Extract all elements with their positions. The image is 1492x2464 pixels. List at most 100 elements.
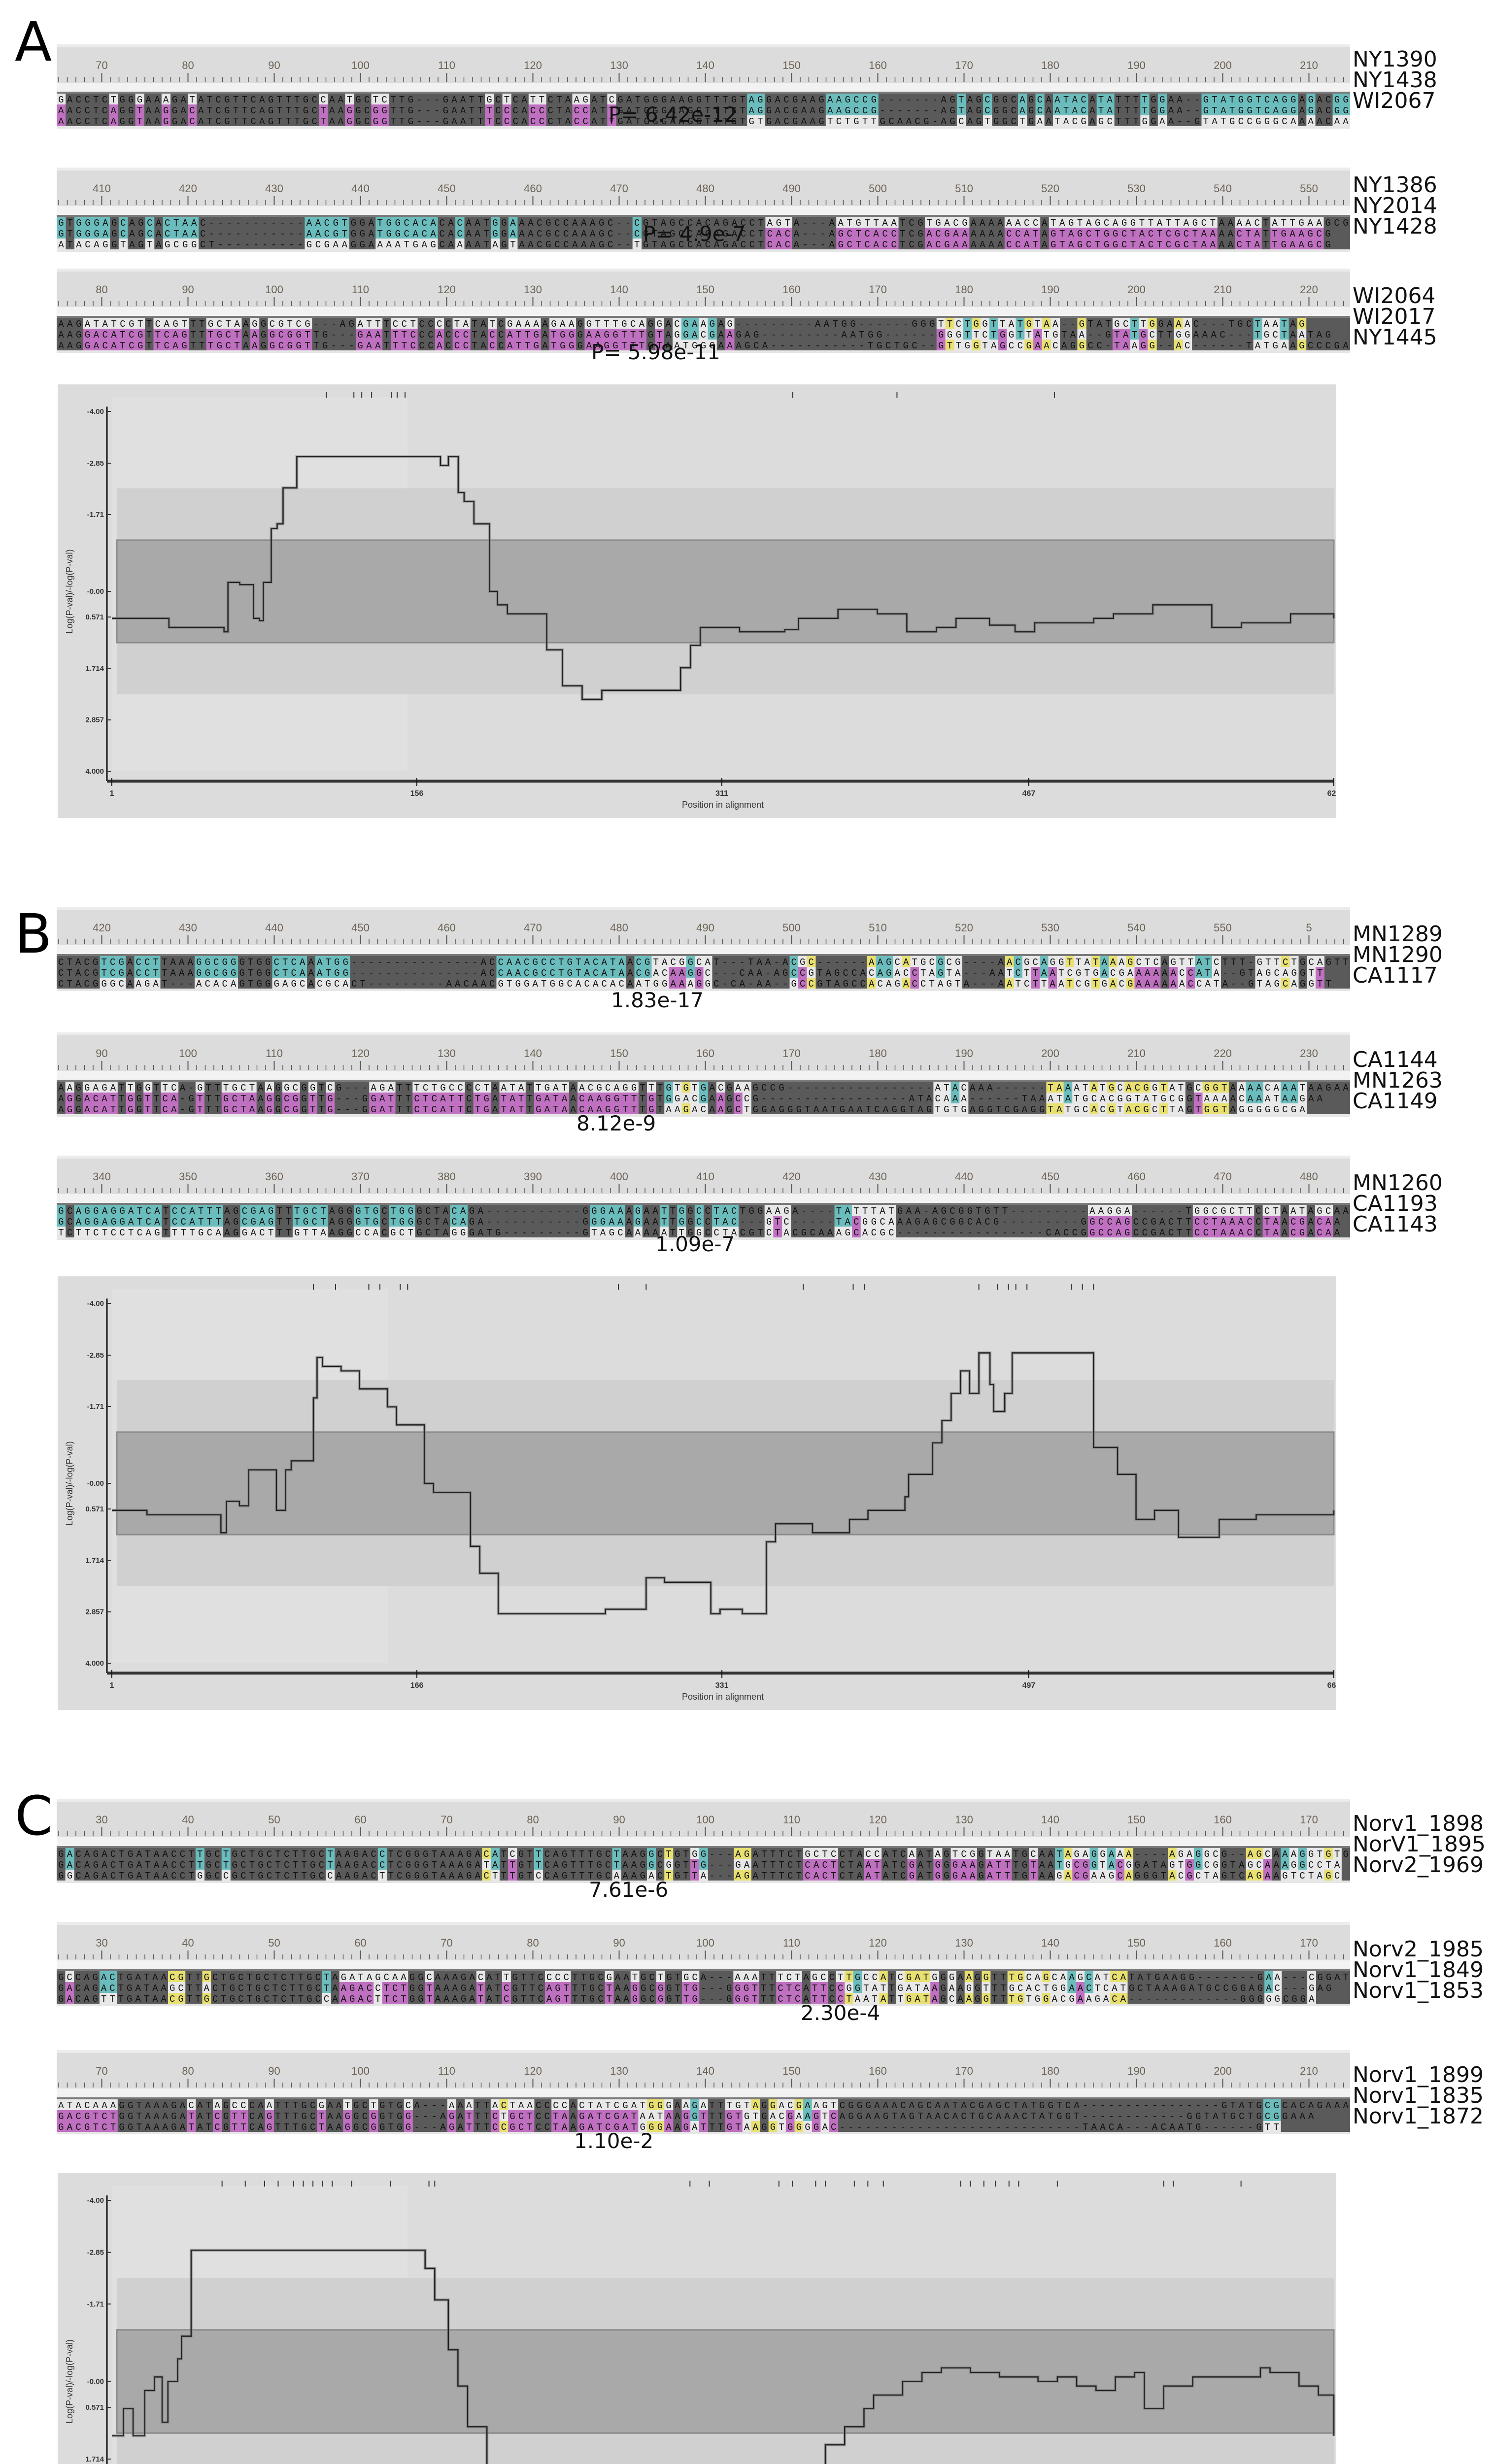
svg-text:C: C xyxy=(1255,1206,1261,1217)
svg-text:G: G xyxy=(346,1217,352,1228)
svg-text:A: A xyxy=(709,1094,715,1104)
svg-text:A: A xyxy=(329,1206,335,1217)
svg-text:C: C xyxy=(619,979,624,989)
svg-text:-: - xyxy=(866,1094,871,1104)
svg-text:A: A xyxy=(259,105,265,116)
svg-text:T: T xyxy=(1246,229,1251,240)
svg-text:T: T xyxy=(1246,240,1251,249)
svg-text:C: C xyxy=(984,1217,990,1228)
svg-text:T: T xyxy=(110,1104,116,1114)
svg-text:T: T xyxy=(1177,1217,1182,1228)
svg-text:G: G xyxy=(917,218,923,229)
svg-text:-: - xyxy=(812,218,817,229)
svg-text:G: G xyxy=(469,1217,475,1228)
svg-text:C: C xyxy=(891,240,896,249)
svg-text:G: G xyxy=(1151,116,1156,126)
svg-text:G: G xyxy=(912,319,917,330)
svg-text:C: C xyxy=(593,957,598,968)
ruler-tick-label: 410 xyxy=(696,1170,714,1183)
svg-text:A: A xyxy=(492,1104,498,1114)
svg-text:A: A xyxy=(102,229,108,240)
svg-text:C: C xyxy=(457,218,462,229)
svg-text:C: C xyxy=(731,1217,737,1228)
svg-text:A: A xyxy=(826,968,832,979)
ruler: 410 420 430 440 450 460 470 480 490 500 510 520 530 5… xyxy=(57,168,1350,209)
svg-text:-: - xyxy=(547,1217,553,1228)
svg-text:C: C xyxy=(102,95,107,105)
ruler-tick-label: 180 xyxy=(955,283,973,296)
svg-text:-: - xyxy=(929,341,935,350)
ruler-tick-label: 450 xyxy=(438,182,456,195)
svg-text:-: - xyxy=(209,218,214,229)
svg-text:A: A xyxy=(58,319,64,330)
svg-text:T: T xyxy=(1105,319,1111,330)
seq-name: CA1143 xyxy=(1353,1212,1438,1237)
svg-text:C: C xyxy=(425,1217,431,1228)
svg-text:C: C xyxy=(67,1217,72,1228)
svg-text:-: - xyxy=(1013,1094,1018,1104)
svg-text:C: C xyxy=(110,957,115,968)
svg-text:A: A xyxy=(1086,218,1092,229)
svg-text:G: G xyxy=(111,229,117,240)
svg-text:T: T xyxy=(553,1104,558,1114)
svg-text:-: - xyxy=(425,105,431,116)
svg-text:-: - xyxy=(530,1217,536,1228)
svg-text:C: C xyxy=(180,1206,186,1217)
svg-text:A: A xyxy=(581,240,587,249)
svg-text:A: A xyxy=(94,330,100,341)
svg-text:-: - xyxy=(1011,1217,1016,1228)
svg-text:G: G xyxy=(1109,1104,1114,1114)
svg-text:T: T xyxy=(1044,330,1049,341)
svg-text:G: G xyxy=(1158,319,1163,330)
svg-text:-: - xyxy=(972,957,978,968)
svg-text:T: T xyxy=(958,105,964,116)
svg-text:A: A xyxy=(317,968,323,979)
svg-text:G: G xyxy=(727,319,732,330)
svg-text:A: A xyxy=(234,319,240,330)
svg-text:A: A xyxy=(1248,1094,1254,1104)
svg-text:C: C xyxy=(1110,968,1116,979)
svg-text:T: T xyxy=(652,218,657,229)
svg-text:T: T xyxy=(868,341,873,350)
svg-text:A: A xyxy=(191,229,197,240)
ruler-tick-label: 410 xyxy=(93,182,111,195)
svg-text:T: T xyxy=(199,330,204,341)
svg-text:T: T xyxy=(1263,218,1268,229)
ruler-tick-label: 230 xyxy=(1300,1047,1318,1060)
svg-text:-: - xyxy=(1177,116,1182,126)
ruler-tick-label: 370 xyxy=(351,1170,370,1183)
svg-text:G: G xyxy=(544,1083,550,1094)
svg-text:G: G xyxy=(188,1094,194,1104)
svg-text:G: G xyxy=(58,1206,64,1217)
svg-text:-: - xyxy=(1220,319,1225,330)
svg-text:A: A xyxy=(1169,1083,1175,1094)
svg-text:C: C xyxy=(1119,979,1124,989)
svg-text:T: T xyxy=(214,1104,220,1114)
svg-text:A: A xyxy=(525,319,531,330)
svg-text:T: T xyxy=(173,229,179,240)
svg-text:-: - xyxy=(1237,330,1243,341)
svg-text:G: G xyxy=(261,341,266,350)
svg-text:T: T xyxy=(1205,968,1211,979)
svg-text:C: C xyxy=(713,979,719,989)
svg-text:A: A xyxy=(366,341,372,350)
svg-text:T: T xyxy=(285,95,291,105)
svg-text:A: A xyxy=(377,240,383,249)
svg-text:A: A xyxy=(1065,1083,1071,1094)
svg-text:G: G xyxy=(1074,1104,1079,1114)
svg-text:T: T xyxy=(965,330,970,341)
ruler-tick-label: 170 xyxy=(1300,1814,1318,1826)
svg-text:G: G xyxy=(648,330,653,341)
svg-text:C: C xyxy=(240,1083,246,1094)
ruler: 420 430 440 450 460 470 480 490 500 510 520 530 540 5… xyxy=(57,907,1350,948)
svg-text:G: G xyxy=(145,1083,150,1094)
svg-text:T: T xyxy=(576,968,581,979)
svg-text:G: G xyxy=(600,1217,606,1228)
svg-text:T: T xyxy=(862,1206,868,1217)
svg-text:C: C xyxy=(172,1217,177,1228)
svg-text:G: G xyxy=(338,1206,343,1217)
svg-text:G: G xyxy=(949,105,955,116)
svg-text:-: - xyxy=(859,341,864,350)
svg-text:G: G xyxy=(710,330,715,341)
